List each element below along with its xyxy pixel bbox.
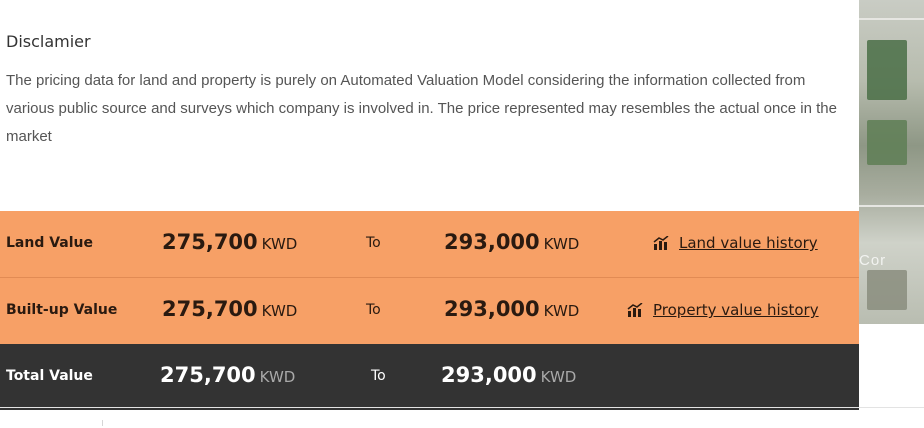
from-currency: KWD: [261, 302, 298, 320]
to-currency: KWD: [543, 235, 580, 253]
row-label: Total Value: [6, 368, 93, 384]
from-value: 275,700 KWD: [162, 230, 297, 254]
valuation-table: Land Value 275,700 KWD To 293,000 KWD Land…: [0, 211, 859, 410]
from-amount: 275,700: [160, 363, 256, 387]
total-value-row: Total Value 275,700 KWD To 293,000 KWD: [0, 344, 859, 410]
to-value: 293,000 KWD: [444, 297, 579, 321]
photo-detail: [867, 120, 907, 165]
to-amount: 293,000: [444, 297, 540, 321]
disclaimer-section: Disclamier The pricing data for land and…: [6, 32, 846, 151]
land-value-row: Land Value 275,700 KWD To 293,000 KWD Land…: [0, 211, 859, 278]
divider: [102, 420, 103, 426]
land-value-history-link[interactable]: Land value history: [653, 234, 818, 252]
photo-detail: [867, 270, 907, 310]
history-link-label[interactable]: Land value history: [679, 234, 818, 252]
chart-history-icon: [653, 235, 669, 250]
disclaimer-title: Disclamier: [6, 32, 91, 51]
from-value: 275,700 KWD: [160, 363, 295, 387]
row-label: Land Value: [6, 235, 94, 251]
divider: [0, 407, 924, 408]
to-amount: 293,000: [441, 363, 537, 387]
to-value: 293,000 KWD: [444, 230, 579, 254]
photo-detail: [859, 205, 924, 207]
to-currency: KWD: [540, 368, 577, 386]
property-value-history-link[interactable]: Property value history: [627, 301, 819, 319]
from-currency: KWD: [261, 235, 298, 253]
to-currency: KWD: [543, 302, 580, 320]
from-amount: 275,700: [162, 230, 258, 254]
row-label: Built-up Value: [6, 302, 118, 318]
photo-watermark: Cor: [859, 252, 887, 269]
from-currency: KWD: [259, 368, 296, 386]
history-link-label[interactable]: Property value history: [653, 301, 819, 319]
photo-detail: [867, 40, 907, 100]
property-photo: Cor: [859, 0, 924, 324]
photo-detail: [859, 18, 924, 20]
from-value: 275,700 KWD: [162, 297, 297, 321]
to-label: To: [371, 368, 386, 384]
to-amount: 293,000: [444, 230, 540, 254]
to-value: 293,000 KWD: [441, 363, 576, 387]
to-label: To: [366, 302, 381, 318]
to-label: To: [366, 235, 381, 251]
disclaimer-text: The pricing data for land and property i…: [6, 72, 837, 145]
chart-history-icon: [627, 302, 643, 317]
built-up-value-row: Built-up Value 275,700 KWD To 293,000 KWD …: [0, 278, 859, 344]
from-amount: 275,700: [162, 297, 258, 321]
